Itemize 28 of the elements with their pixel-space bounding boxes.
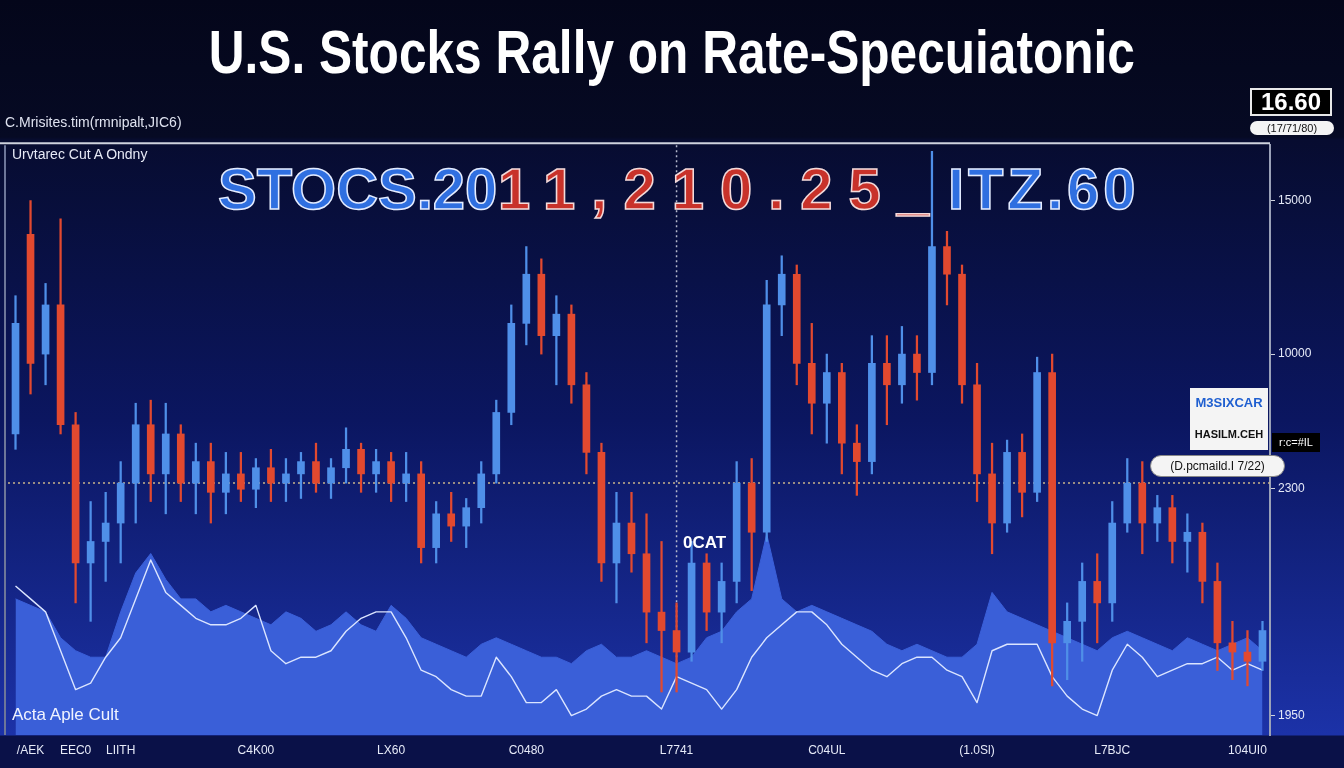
x-tick-label: EEC0 xyxy=(59,742,92,757)
annotation: 0CAT xyxy=(683,533,727,553)
y2-tick-label: 2300 xyxy=(1278,481,1306,496)
x-tick-label: 104UI0 xyxy=(1228,742,1268,757)
annotation: M3SIXCAR xyxy=(1194,394,1264,412)
x-tick-label: L7741 xyxy=(659,742,694,757)
y-tick-label: 15000 xyxy=(1278,192,1312,207)
annotation: Acta Aple Cult xyxy=(12,705,119,725)
annotation: Urvtarec Cut A Ondny xyxy=(12,146,148,162)
annotation: STOCS.20 xyxy=(218,156,498,222)
x-tick-label: /AEK xyxy=(16,742,45,757)
candlestick xyxy=(657,541,666,693)
chart-subtitle: C.Mrisites.tim(rmnipalt,JIC6) xyxy=(5,114,182,130)
annotation: HASILM.CEH xyxy=(1193,427,1265,442)
y2-tick-label: 1950 xyxy=(1278,707,1306,722)
chart-title: U.S. Stocks Rally on Rate-Specuiatonic xyxy=(208,16,1136,88)
y-tick-label: 10000 xyxy=(1278,346,1312,361)
annotation: ITZ.60 xyxy=(948,156,1140,222)
annotation: 11,210.25_ xyxy=(498,156,946,222)
x-tick-label: C4K00 xyxy=(237,742,275,757)
x-tick-label: L7BJC xyxy=(1094,742,1131,757)
x-tick-label: LIITH xyxy=(106,742,136,757)
x-tick-label: C04UL xyxy=(808,742,846,757)
x-tick-label: C0480 xyxy=(508,742,545,757)
candlestick xyxy=(1243,630,1252,687)
candlestick xyxy=(672,602,681,693)
x-tick-label: LX60 xyxy=(377,742,406,757)
x-tick-label: (1.0Sl) xyxy=(959,742,995,757)
